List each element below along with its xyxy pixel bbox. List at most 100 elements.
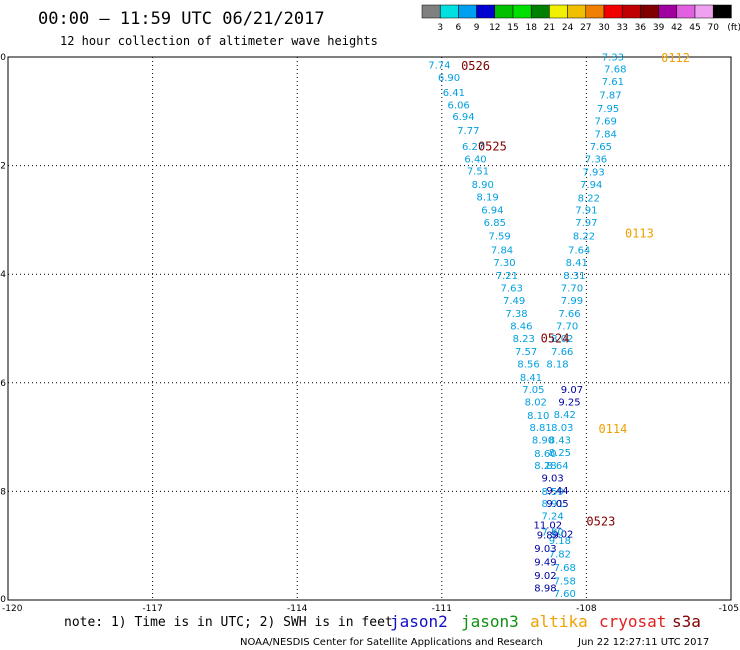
wave-height-point: 6.94 (481, 206, 503, 217)
wave-height-point: 6.85 (484, 218, 506, 229)
satellite-legend-entry: jason3 (461, 612, 519, 631)
scale-label: 70 (707, 23, 719, 33)
track-id-label: 0523 (586, 514, 615, 528)
wave-height-point: 8.60 (534, 449, 556, 460)
satellite-legend-entry: jason2 (390, 612, 448, 631)
scale-swatch (585, 4, 605, 19)
wave-height-point: 7.93 (582, 168, 604, 179)
scale-label: 27 (580, 23, 591, 33)
scale-swatch (658, 4, 678, 19)
wave-height-point: 7.82 (549, 549, 571, 560)
scale-swatch (621, 4, 641, 19)
wave-height-point: 7.30 (493, 258, 515, 269)
satellite-legend: jason2 jason3 altika cryosat s3a (390, 612, 701, 631)
grid (8, 57, 731, 600)
wave-height-point: 8.98 (534, 584, 556, 595)
wave-height-point: 8.31 (563, 271, 585, 282)
scale-swatch (567, 4, 587, 19)
scale-label: 45 (689, 23, 700, 33)
scale-label: 9 (474, 23, 480, 33)
track-annotations: 0526 0525 0524 0523 0112 0113 0114 (461, 51, 690, 528)
scale-swatch (549, 4, 568, 19)
satellite-legend-entry: cryosat (599, 612, 666, 631)
wave-height-point: 8.46 (510, 321, 532, 332)
wave-height-point: 7.87 (599, 91, 621, 102)
wave-height-point: 7.84 (491, 245, 513, 256)
wave-height-point: 7.63 (501, 283, 523, 294)
wave-height-point: 8.22 (573, 232, 595, 243)
wave-height-point: 7.65 (590, 142, 612, 153)
wave-height-point: 6.06 (448, 100, 470, 111)
wave-height-point: 6.27 (462, 142, 484, 153)
wave-height-point: 8.02 (551, 334, 573, 345)
scale-swatch (439, 4, 459, 19)
wave-height-point: 8.81 (529, 423, 551, 434)
wave-height-point: 8.03 (551, 423, 573, 434)
wave-height-point: 8.22 (578, 194, 600, 205)
wave-height-point: 9.02 (551, 529, 573, 540)
wave-height-point: 9.18 (549, 536, 571, 547)
wave-height-point: 6.40 (464, 155, 486, 166)
wave-height-point: 7.94 (580, 180, 602, 191)
wave-height-point: 7.21 (496, 271, 518, 282)
x-tick-label: -120 (2, 604, 23, 614)
track-id-label: 0114 (598, 422, 627, 436)
wave-height-point: 7.77 (457, 126, 479, 137)
scale-swatch (494, 4, 514, 19)
wave-height-point: 7.38 (505, 309, 527, 320)
y-tick-label: 0 (0, 53, 6, 63)
wave-height-point: 8.41 (566, 258, 588, 269)
footer-credit: NOAA/NESDIS Center for Satellite Applica… (240, 637, 543, 648)
scale-swatch (512, 4, 532, 19)
x-axis-ticks: -120 -117 -114 -111 -108 -105 (2, 604, 739, 614)
chart-subtitle: 12 hour collection of altimeter wave hei… (60, 34, 378, 48)
wave-height-point: 7.61 (602, 77, 624, 88)
scale-label: 39 (653, 23, 665, 33)
wave-height-point: 9.05 (546, 499, 568, 510)
wave-height-point: 8.42 (554, 410, 576, 421)
wave-height-point: 7.69 (595, 117, 617, 128)
y-tick-label: -10 (0, 595, 6, 605)
wave-height-point: 7.99 (561, 296, 583, 307)
scale-label: 12 (489, 23, 500, 33)
wave-height-point: 7.58 (554, 576, 576, 587)
wave-height-point: 8.23 (513, 334, 535, 345)
wave-height-point: 7.68 (604, 64, 626, 75)
y-tick-label: -4 (0, 270, 6, 280)
wave-height-point: 9.03 (534, 544, 556, 555)
wave-height-point: 8.64 (546, 461, 568, 472)
wave-height-point: 8.91 (542, 499, 564, 510)
units-note: note: 1) Time is in UTC; 2) SWH is in fe… (64, 615, 393, 630)
wave-height-point: 8.10 (527, 411, 549, 422)
scale-label: 15 (507, 23, 518, 33)
scale-swatch (712, 4, 732, 19)
wave-height-labels: 7.746.906.416.066.947.776.276.407.518.90… (428, 53, 626, 600)
wave-height-point: 8.43 (549, 435, 571, 446)
color-scale-legend: 3 6 9 12 15 18 21 24 27 30 33 36 39 42 45 70 (ft) (421, 4, 740, 33)
wave-height-point: 7.49 (503, 296, 525, 307)
wave-height-point: 9.44 (546, 486, 568, 497)
track-id-label: 0113 (625, 226, 654, 240)
wave-height-point: 6.41 (443, 88, 465, 99)
wave-height-point: 8.19 (476, 193, 498, 204)
wave-height-point: 9.03 (542, 473, 564, 484)
wave-height-point: 7.84 (595, 130, 617, 141)
scale-swatch (530, 4, 550, 19)
scale-swatch (676, 4, 696, 19)
wave-height-point: 8.90 (532, 435, 554, 446)
scale-label: 24 (562, 23, 574, 33)
wave-height-point: 7.51 (467, 167, 489, 178)
wave-height-point: 9.07 (561, 385, 583, 396)
wave-height-point: 7.64 (568, 245, 590, 256)
wave-height-point: 8.59 (542, 487, 564, 498)
wave-height-point: 8.02 (525, 397, 547, 408)
wave-height-point: 7.33 (602, 53, 624, 64)
wave-height-point: 9.89 (537, 530, 559, 541)
wave-height-point: 7.60 (554, 589, 576, 600)
wave-height-point: 7.68 (554, 563, 576, 574)
wave-height-point: 8.18 (546, 359, 568, 370)
wave-height-point: 6.90 (438, 73, 460, 84)
scale-label: 33 (616, 23, 627, 33)
wave-height-point: 7.59 (489, 232, 511, 243)
